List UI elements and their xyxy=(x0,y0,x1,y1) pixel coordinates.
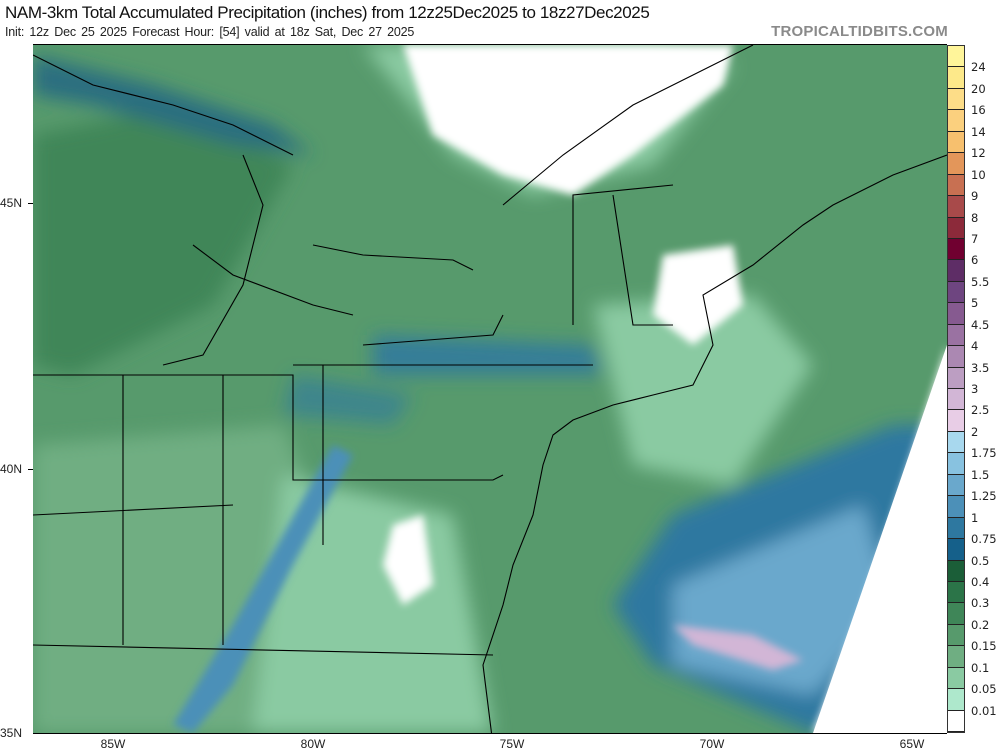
colorbar-box xyxy=(948,581,964,604)
colorbar-box xyxy=(948,131,964,154)
colorbar-box xyxy=(948,281,964,304)
lat-tick xyxy=(28,203,33,204)
map-title: NAM-3km Total Accumulated Precipitation … xyxy=(5,3,650,22)
colorbar-label: 12 xyxy=(971,146,986,161)
colorbar-box xyxy=(948,324,964,347)
colorbar-label: 6 xyxy=(971,253,979,268)
colorbar-box xyxy=(948,367,964,389)
colorbar-label: 0.4 xyxy=(971,574,990,589)
precip-light-ne-coast xyxy=(593,295,813,485)
map-subtitle: Init: 12z Dec 25 2025 Forecast Hour: [54… xyxy=(5,25,415,39)
colorbar-box xyxy=(948,153,964,175)
colorbar-label: 8 xyxy=(971,210,979,225)
colorbar-label: 2.5 xyxy=(971,403,990,418)
colorbar-label: 5.5 xyxy=(971,274,990,289)
st-lawrence xyxy=(502,45,754,206)
precip-band-pa xyxy=(283,375,413,425)
precip-lighter-west xyxy=(33,105,293,375)
colorbar-box xyxy=(948,496,964,518)
colorbar-box xyxy=(948,303,964,325)
lat-label-40n: 40N xyxy=(0,462,23,476)
colorbar-box xyxy=(948,689,964,711)
colorbar-box xyxy=(948,410,964,432)
borders xyxy=(33,45,947,733)
colorbar-box xyxy=(948,110,964,132)
colorbar-box xyxy=(948,517,964,540)
colorbar-label: 0.2 xyxy=(971,617,990,632)
colorbar-label: 0.01 xyxy=(971,703,997,718)
brand-watermark: TROPICALTIDBITS.COM xyxy=(771,23,948,40)
colorbar-box xyxy=(948,646,964,668)
colorbar-box xyxy=(948,624,964,647)
colorbar-box xyxy=(948,431,964,454)
divider xyxy=(33,44,947,45)
colorbar xyxy=(947,45,965,733)
great-lakes-coast xyxy=(33,54,504,366)
colorbar-label: 0.75 xyxy=(971,532,997,547)
colorbar-label: 1.75 xyxy=(971,446,997,461)
colorbar-box xyxy=(948,474,964,497)
colorbar-label: 7 xyxy=(971,231,979,246)
colorbar-label: 4 xyxy=(971,339,979,354)
lat-tick xyxy=(28,469,33,470)
colorbar-box xyxy=(948,560,964,582)
colorbar-box xyxy=(948,46,964,68)
colorbar-box xyxy=(948,67,964,89)
colorbar-box xyxy=(948,453,964,475)
colorbar-label: 1.25 xyxy=(971,489,997,504)
state-lines xyxy=(33,184,674,656)
colorbar-box xyxy=(948,238,964,261)
colorbar-label: 0.05 xyxy=(971,682,997,697)
colorbar-label: 1 xyxy=(971,510,979,525)
colorbar-label: 0.1 xyxy=(971,660,990,675)
colorbar-label: 0.3 xyxy=(971,596,990,611)
colorbar-label: 5 xyxy=(971,296,979,311)
colorbar-box xyxy=(948,346,964,368)
lat-label-35n: 35N xyxy=(0,726,23,740)
colorbar-label: 10 xyxy=(971,167,986,182)
colorbar-label: 2 xyxy=(971,424,979,439)
colorbar-box xyxy=(948,260,964,282)
colorbar-box xyxy=(948,88,964,111)
colorbar-label: 3 xyxy=(971,382,979,396)
precip-none-maine xyxy=(653,245,743,345)
colorbar-box xyxy=(948,710,964,732)
missing-data-triangle xyxy=(813,345,947,733)
colorbar-label: 0.15 xyxy=(971,639,997,654)
precip-light-virginia xyxy=(253,475,493,733)
colorbar-box xyxy=(948,667,964,690)
colorbar-label: 20 xyxy=(971,81,986,96)
precip-none-virginia xyxy=(383,515,433,605)
colorbar-box xyxy=(948,217,964,239)
colorbar-label: 1.5 xyxy=(971,467,990,482)
atlantic-coast xyxy=(482,154,947,733)
precipitation-map[interactable] xyxy=(33,45,947,734)
precip-pink-max xyxy=(673,625,803,670)
lat-label-45n: 45N xyxy=(0,196,23,210)
precip-light-southwest xyxy=(33,425,333,733)
lon-label-80w: 80W xyxy=(300,737,326,751)
colorbar-box xyxy=(948,603,964,625)
colorbar-label: 3.5 xyxy=(971,360,990,375)
colorbar-label: 16 xyxy=(971,103,986,118)
colorbar-label: 14 xyxy=(971,124,986,139)
colorbar-box xyxy=(948,174,964,197)
lon-label-85w: 85W xyxy=(100,737,126,751)
precip-none-quebec xyxy=(403,45,733,195)
colorbar-box xyxy=(948,539,964,561)
colorbar-box xyxy=(948,389,964,411)
colorbar-box xyxy=(948,196,964,218)
colorbar-label: 9 xyxy=(971,189,979,204)
precip-appalachian-streaks xyxy=(173,445,353,733)
colorbar-label: 24 xyxy=(971,60,986,75)
colorbar-label: 0.5 xyxy=(971,553,990,568)
colorbar-label: 4.5 xyxy=(971,317,990,332)
lon-label-65w: 65W xyxy=(899,737,925,751)
lon-label-75w: 75W xyxy=(499,737,525,751)
lon-label-70w: 70W xyxy=(699,737,725,751)
